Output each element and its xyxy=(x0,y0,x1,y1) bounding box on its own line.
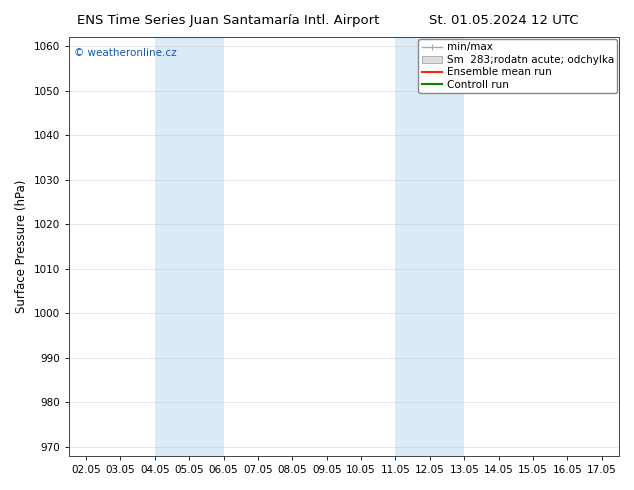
Bar xyxy=(155,37,224,456)
Y-axis label: Surface Pressure (hPa): Surface Pressure (hPa) xyxy=(15,180,28,313)
Text: St. 01.05.2024 12 UTC: St. 01.05.2024 12 UTC xyxy=(429,14,579,27)
Bar xyxy=(396,37,464,456)
Text: ENS Time Series Juan Santamaría Intl. Airport: ENS Time Series Juan Santamaría Intl. Ai… xyxy=(77,14,379,27)
Text: © weatheronline.cz: © weatheronline.cz xyxy=(74,48,177,57)
Legend: min/max, Sm  283;rodatn acute; odchylka, Ensemble mean run, Controll run: min/max, Sm 283;rodatn acute; odchylka, … xyxy=(418,39,617,93)
